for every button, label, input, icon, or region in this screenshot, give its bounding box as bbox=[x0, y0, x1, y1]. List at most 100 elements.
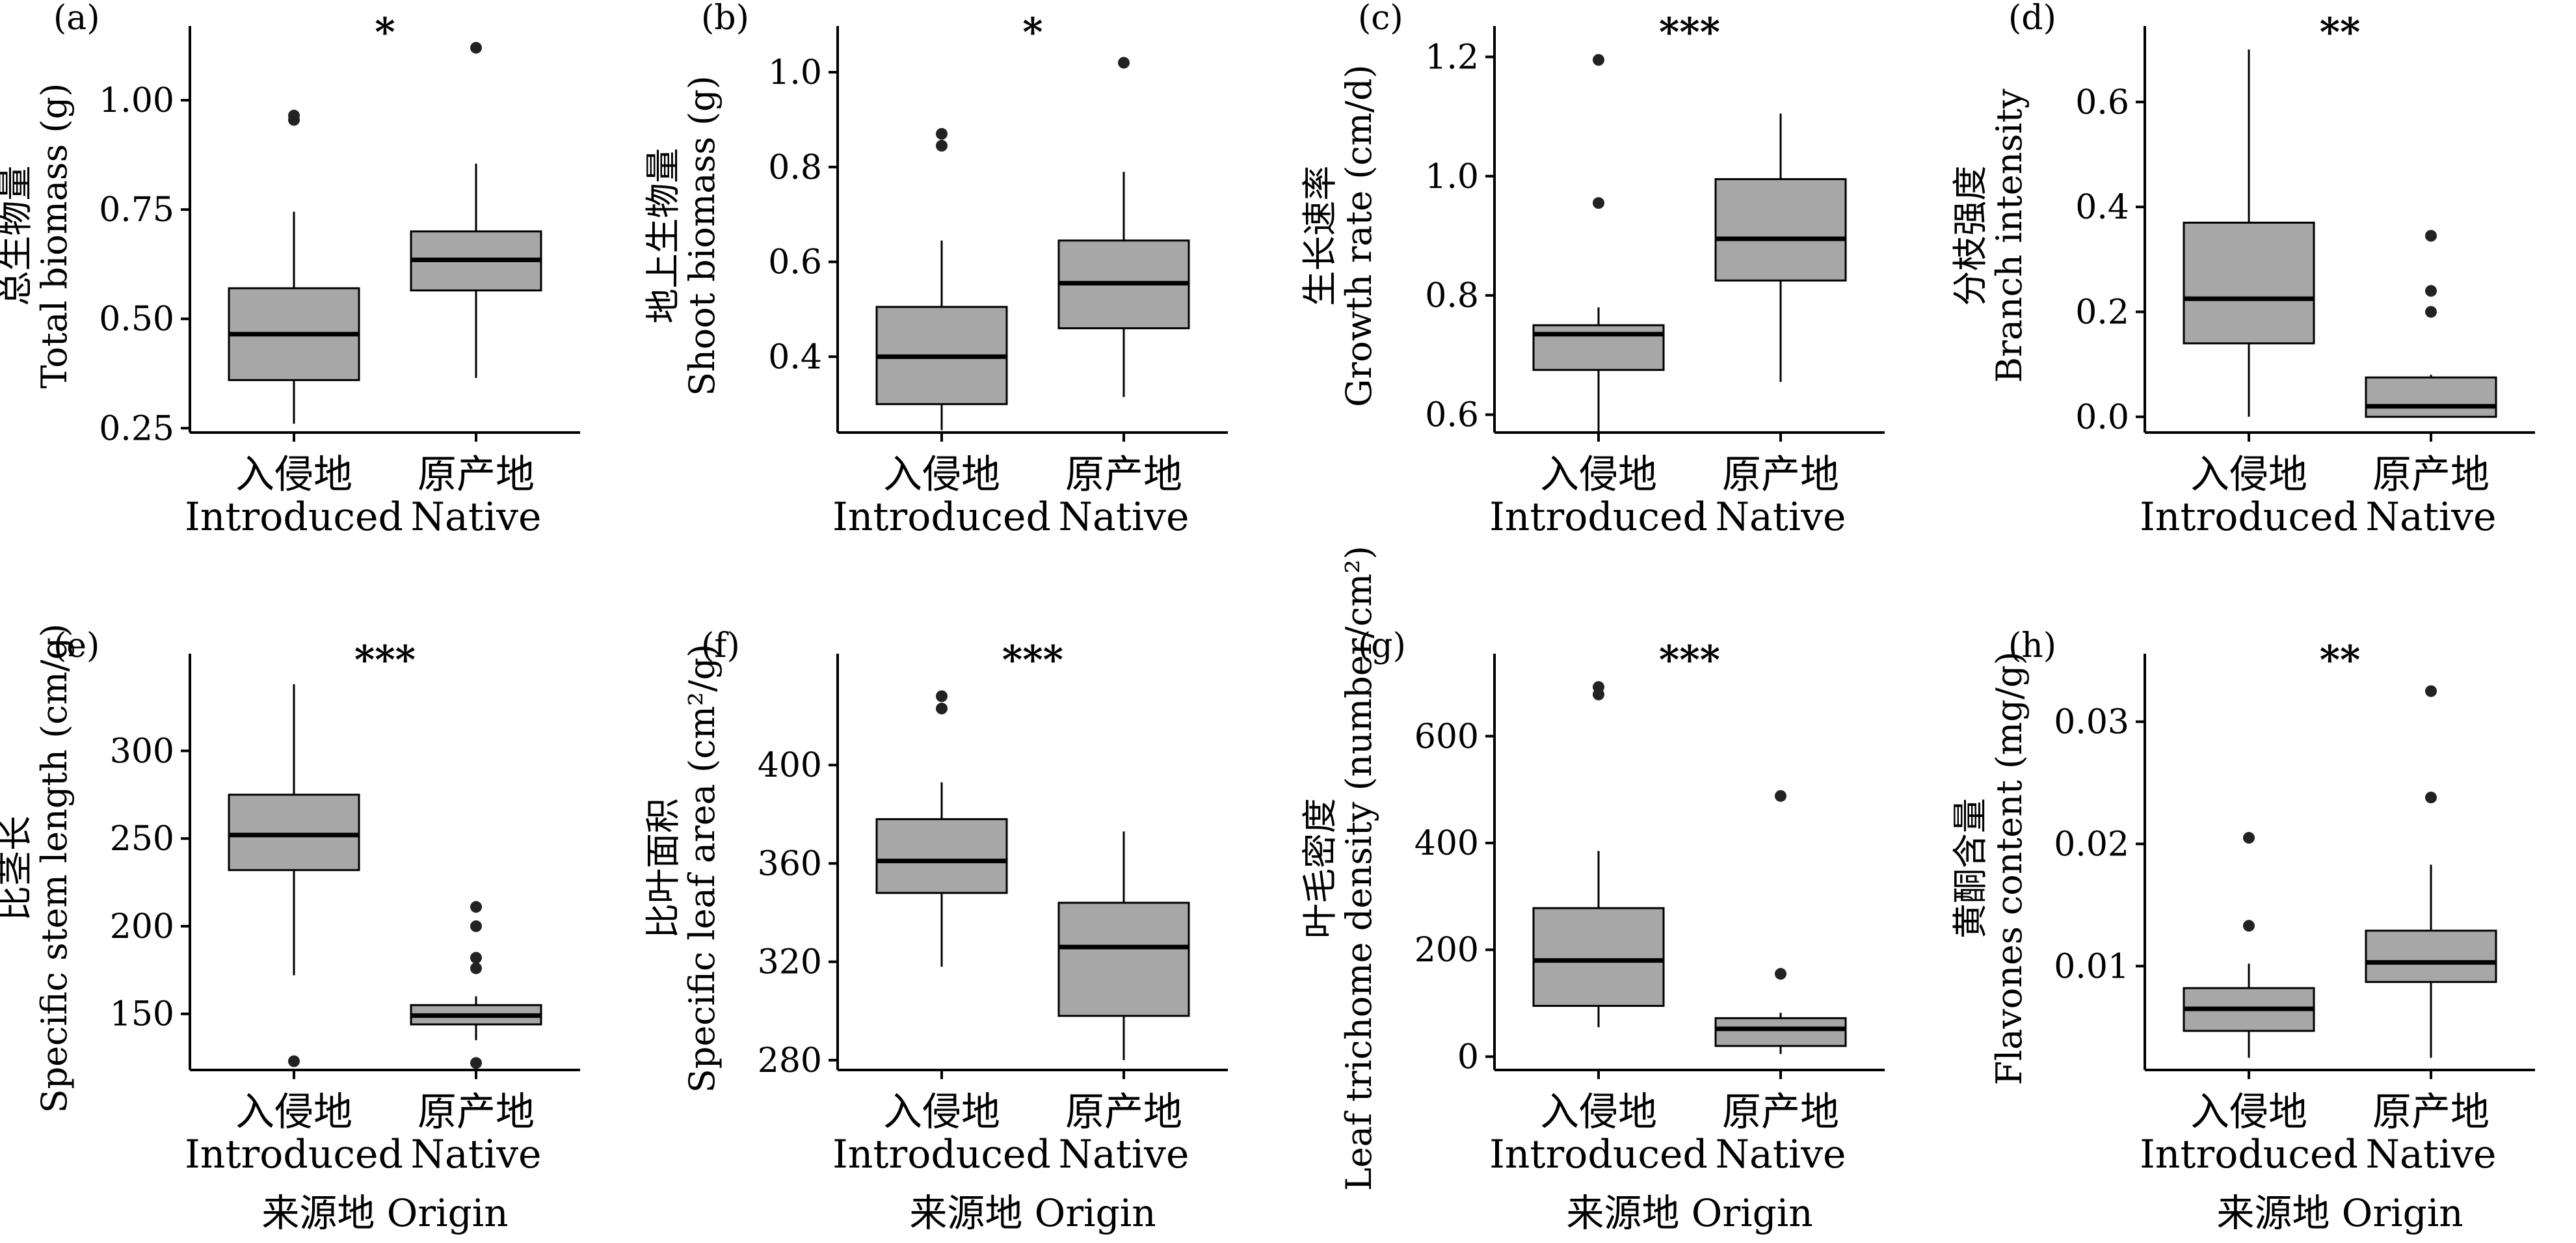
box-native bbox=[2365, 685, 2497, 1058]
significance-marker: *** bbox=[1659, 637, 1720, 683]
x-axis-title: 来源地 Origin bbox=[909, 1191, 1156, 1235]
significance-marker: ** bbox=[2320, 637, 2361, 683]
panel-label: (g) bbox=[1358, 626, 1406, 665]
category-label-en: Native bbox=[1716, 1132, 1846, 1177]
significance-marker: * bbox=[1022, 10, 1042, 55]
box-iqr bbox=[1057, 902, 1190, 1017]
outlier-point bbox=[1593, 54, 1604, 66]
panel-label: (d) bbox=[2008, 0, 2056, 38]
outlier-point bbox=[288, 1055, 300, 1067]
y-tick-label: 200 bbox=[110, 907, 174, 946]
box-iqr bbox=[1714, 178, 1847, 282]
box-native bbox=[1057, 57, 1190, 397]
outlier-point bbox=[936, 127, 948, 140]
box-introduced bbox=[1532, 681, 1665, 1028]
y-axis-title-cn: 地上生物量 bbox=[643, 148, 684, 324]
category-label-cn: 原产地 bbox=[1065, 1089, 1182, 1135]
y-axis-title-cn: 分枝强度 bbox=[1950, 166, 1991, 306]
y-tick-label: 400 bbox=[758, 746, 822, 785]
box-introduced bbox=[1532, 54, 1665, 442]
category-label-en: Native bbox=[1059, 494, 1189, 540]
box-native bbox=[1714, 113, 1847, 382]
outlier-point bbox=[2425, 685, 2437, 697]
y-axis-title-cn: 叶毛密度 bbox=[1299, 798, 1340, 939]
y-tick-label: 150 bbox=[110, 995, 174, 1034]
outlier-point bbox=[936, 690, 948, 702]
category-label-en: Native bbox=[411, 1132, 542, 1177]
category-label-cn: 原产地 bbox=[2372, 1089, 2490, 1135]
significance-marker: ** bbox=[2320, 10, 2361, 55]
category-label-cn: 原产地 bbox=[1722, 452, 1839, 498]
outlier-point bbox=[2425, 792, 2437, 804]
category-label-cn: 原产地 bbox=[1722, 1089, 1839, 1135]
category-label-cn: 原产地 bbox=[2372, 452, 2490, 498]
category-label-cn: 入侵地 bbox=[2190, 452, 2307, 498]
y-axis-title-en: Leaf trichome density (number/cm²) bbox=[1338, 546, 1379, 1191]
y-axis-title-en: Specific leaf area (cm²/g) bbox=[682, 644, 723, 1093]
y-tick-label: 1.00 bbox=[99, 81, 174, 120]
outlier-point bbox=[1775, 968, 1786, 980]
y-tick-label: 280 bbox=[758, 1041, 822, 1080]
category-label-en: Native bbox=[2366, 494, 2497, 540]
y-axis-title-en: Shoot biomass (g) bbox=[682, 75, 723, 396]
category-label-en: Introduced bbox=[2140, 494, 2358, 540]
outlier-point bbox=[2425, 285, 2437, 297]
category-label-cn: 入侵地 bbox=[883, 452, 1000, 498]
significance-marker: *** bbox=[1002, 637, 1063, 683]
y-tick-label: 0.75 bbox=[99, 191, 174, 230]
y-tick-label: 0.0 bbox=[2075, 398, 2129, 437]
x-axis-title: 来源地 Origin bbox=[261, 1191, 508, 1235]
box-iqr bbox=[875, 818, 1008, 894]
y-axis-title-en: Branch intensity bbox=[1989, 88, 2030, 383]
category-label-en: Native bbox=[2366, 1132, 2497, 1177]
category-label-en: Introduced bbox=[1489, 1132, 1708, 1177]
y-tick-label: 0.6 bbox=[1425, 396, 1479, 435]
category-label-cn: 入侵地 bbox=[1540, 1089, 1657, 1135]
y-tick-label: 360 bbox=[758, 844, 822, 883]
outlier-point bbox=[936, 140, 948, 152]
panel-label: (a) bbox=[53, 0, 100, 38]
y-tick-label: 0.4 bbox=[2075, 188, 2129, 227]
category-label-cn: 入侵地 bbox=[1540, 452, 1657, 498]
category-label-en: Introduced bbox=[1489, 494, 1708, 540]
outlier-point bbox=[1593, 681, 1604, 693]
y-axis-title-en: Specific stem length (cm/g) bbox=[34, 624, 75, 1114]
panel-label: (b) bbox=[701, 0, 749, 38]
category-label-cn: 入侵地 bbox=[2190, 1089, 2307, 1135]
box-iqr bbox=[2365, 376, 2497, 418]
outlier-point bbox=[470, 901, 482, 913]
outlier-point bbox=[2425, 306, 2437, 318]
category-label-en: Native bbox=[411, 494, 542, 540]
outlier-point bbox=[2243, 920, 2255, 932]
outlier-point bbox=[1118, 57, 1130, 69]
box-introduced bbox=[2183, 49, 2315, 417]
box-native bbox=[2365, 230, 2497, 418]
y-tick-label: 0.02 bbox=[2054, 825, 2129, 864]
y-tick-label: 0.03 bbox=[2054, 703, 2129, 742]
outlier-point bbox=[288, 109, 300, 122]
y-tick-label: 600 bbox=[1414, 717, 1479, 756]
category-label-en: Native bbox=[1716, 494, 1846, 540]
y-axis-title-cn: 黄酮含量 bbox=[1950, 798, 1991, 939]
y-axis-title-cn: 生长速率 bbox=[1299, 166, 1340, 306]
y-tick-label: 1.0 bbox=[1425, 157, 1479, 196]
y-tick-label: 400 bbox=[1414, 824, 1479, 863]
outlier-point bbox=[2243, 832, 2255, 844]
category-label-en: Introduced bbox=[2140, 1132, 2358, 1177]
y-tick-label: 1.0 bbox=[768, 53, 822, 92]
y-axis-title-en: Flavones content (mg/g) bbox=[1989, 651, 2030, 1085]
y-tick-label: 0.6 bbox=[2075, 83, 2129, 122]
panel-label: (c) bbox=[1358, 0, 1403, 38]
category-label-en: Introduced bbox=[185, 1132, 403, 1177]
category-label-cn: 原产地 bbox=[1065, 452, 1182, 498]
outlier-point bbox=[470, 952, 482, 964]
y-tick-label: 0.25 bbox=[99, 409, 174, 448]
category-label-cn: 入侵地 bbox=[883, 1089, 1000, 1135]
box-native bbox=[1057, 831, 1190, 1060]
box-iqr bbox=[228, 794, 360, 872]
